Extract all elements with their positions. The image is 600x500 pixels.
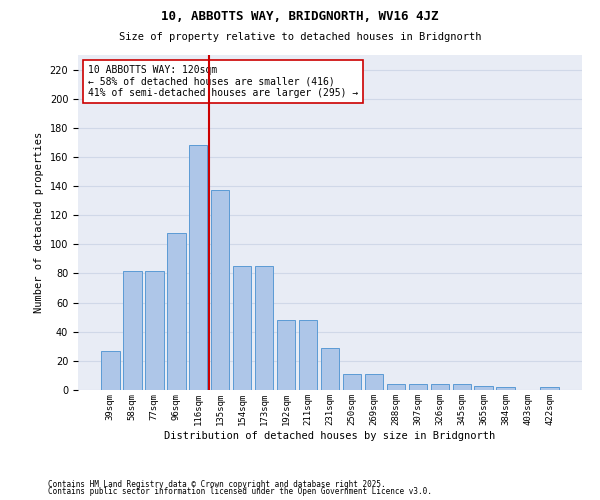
Text: 10, ABBOTTS WAY, BRIDGNORTH, WV16 4JZ: 10, ABBOTTS WAY, BRIDGNORTH, WV16 4JZ [161,10,439,23]
Bar [145,270,164,390]
Text: 10 ABBOTTS WAY: 120sqm
← 58% of detached houses are smaller (416)
41% of semi-de: 10 ABBOTTS WAY: 120sqm ← 58% of detached… [88,65,358,98]
Text: Contains public sector information licensed under the Open Government Licence v3: Contains public sector information licen… [48,487,432,496]
Y-axis label: Number of detached properties: Number of detached properties [34,132,44,313]
Bar [299,320,317,390]
Bar [343,374,361,390]
Bar [277,320,295,390]
Bar [255,266,274,390]
Bar [365,374,383,390]
Bar [409,384,427,390]
Bar [386,384,405,390]
Bar [496,387,515,390]
Bar [101,350,119,390]
Bar [211,190,229,390]
Bar [233,266,251,390]
Bar [189,146,208,390]
Bar [475,386,493,390]
Bar [431,384,449,390]
Bar [541,387,559,390]
Text: Size of property relative to detached houses in Bridgnorth: Size of property relative to detached ho… [119,32,481,42]
Bar [123,270,142,390]
Bar [452,384,471,390]
Bar [167,232,185,390]
Bar [320,348,340,390]
X-axis label: Distribution of detached houses by size in Bridgnorth: Distribution of detached houses by size … [164,430,496,440]
Text: Contains HM Land Registry data © Crown copyright and database right 2025.: Contains HM Land Registry data © Crown c… [48,480,386,489]
